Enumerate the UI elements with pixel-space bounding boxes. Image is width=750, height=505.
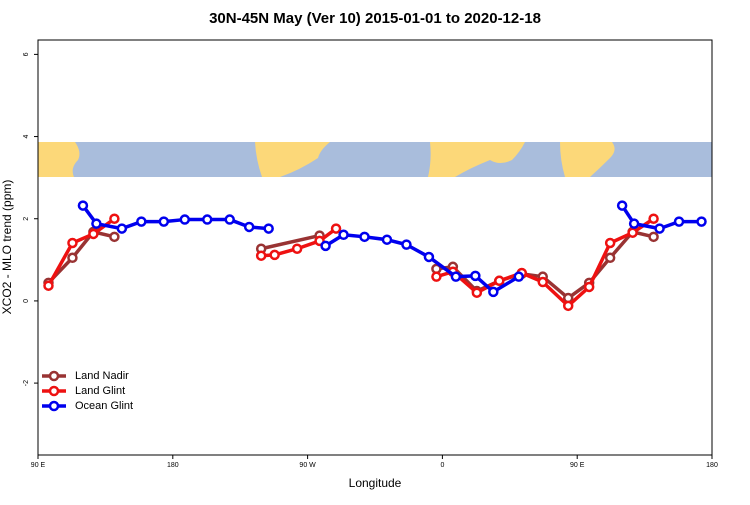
data-point bbox=[330, 223, 342, 234]
data-point bbox=[109, 213, 120, 224]
y-axis-label: XCO2 - MLO trend (ppm) bbox=[0, 180, 14, 315]
x-tick-label: 0 bbox=[440, 462, 444, 469]
data-point bbox=[179, 214, 191, 225]
data-point bbox=[513, 271, 525, 282]
data-point bbox=[201, 214, 213, 225]
data-point bbox=[604, 237, 616, 249]
data-point bbox=[627, 227, 638, 238]
data-point bbox=[488, 286, 499, 298]
data-point bbox=[654, 223, 665, 234]
data-point bbox=[320, 240, 331, 252]
data-point bbox=[263, 223, 274, 234]
data-point bbox=[604, 252, 616, 264]
legend-label: Land Nadir bbox=[75, 370, 129, 382]
map-strip bbox=[38, 142, 712, 177]
series-line bbox=[47, 230, 654, 300]
y-tick-label: -2 bbox=[23, 380, 30, 386]
data-point bbox=[224, 214, 235, 225]
y-tick-label: 4 bbox=[23, 135, 30, 139]
data-point bbox=[431, 271, 442, 282]
x-tick-label: 180 bbox=[167, 462, 179, 469]
legend-label: Ocean Glint bbox=[75, 400, 133, 412]
data-point bbox=[471, 287, 483, 298]
data-point bbox=[401, 239, 412, 250]
data-point bbox=[158, 216, 170, 227]
y-tick-label: 6 bbox=[23, 52, 30, 56]
data-point bbox=[673, 216, 685, 227]
data-point bbox=[43, 280, 54, 291]
data-point bbox=[381, 234, 393, 245]
chart-title: 30N-45N May (Ver 10) 2015-01-01 to 2020-… bbox=[209, 10, 541, 27]
legend-label: Land Glint bbox=[75, 385, 125, 397]
data-point bbox=[291, 243, 303, 254]
x-tick-label: 90 E bbox=[31, 462, 46, 469]
legend-marker bbox=[48, 370, 60, 382]
data-point bbox=[423, 251, 435, 263]
data-point bbox=[88, 228, 99, 240]
data-point bbox=[537, 276, 549, 288]
plot-frame bbox=[37, 39, 713, 456]
y-tick-label: 2 bbox=[23, 217, 30, 221]
data-point bbox=[116, 223, 128, 234]
data-point bbox=[91, 218, 102, 229]
data-point bbox=[243, 221, 255, 233]
data-point bbox=[136, 216, 147, 227]
data-point bbox=[648, 231, 659, 243]
data-point bbox=[583, 281, 595, 293]
data-point bbox=[255, 250, 267, 261]
x-axis-label: Longitude bbox=[349, 476, 402, 490]
x-tick-label: 180 bbox=[706, 462, 718, 469]
data-point bbox=[562, 300, 574, 312]
data-point bbox=[628, 218, 640, 229]
data-point bbox=[67, 237, 78, 249]
data-point bbox=[696, 216, 707, 227]
y-tick-label: 0 bbox=[23, 299, 30, 303]
x-tick-label: 90 E bbox=[570, 462, 585, 469]
data-point bbox=[77, 200, 89, 211]
data-point bbox=[494, 275, 505, 287]
data-point bbox=[67, 252, 78, 264]
x-tick-label: 90 W bbox=[299, 462, 316, 469]
data-point bbox=[338, 229, 349, 241]
data-point bbox=[470, 270, 481, 282]
legend-marker bbox=[48, 400, 60, 412]
data-point bbox=[359, 231, 370, 243]
data-point bbox=[109, 231, 120, 243]
data-point bbox=[616, 200, 628, 211]
data-point bbox=[450, 271, 462, 282]
legend-marker bbox=[48, 385, 60, 397]
data-point bbox=[269, 249, 280, 261]
data-point bbox=[648, 213, 659, 224]
